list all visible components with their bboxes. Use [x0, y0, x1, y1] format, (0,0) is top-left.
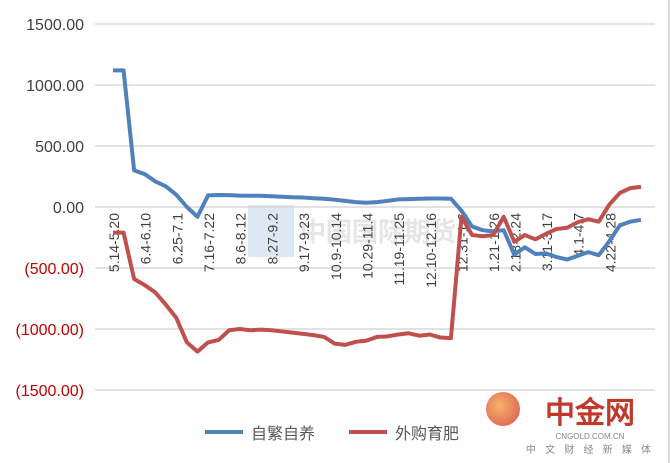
y-tick-label: (1000.00) — [16, 322, 85, 339]
y-tick-label: 1500.00 — [26, 17, 84, 34]
legend: 自繁自养 外购育肥 — [205, 420, 459, 444]
legend-swatch — [349, 430, 388, 434]
x-tick-label: 5.14-5.20 — [106, 213, 122, 272]
y-tick-label: (500.00) — [24, 261, 84, 278]
y-tick-label: 0.00 — [53, 200, 84, 217]
y-tick-label: 1000.00 — [26, 78, 84, 95]
watermark-box — [248, 205, 294, 257]
x-tick-label: 7.16-7.22 — [201, 213, 217, 272]
x-tick-label: 6.25-7.1 — [169, 213, 185, 265]
y-tick-label: (1500.00) — [16, 383, 85, 400]
x-tick-label: 11.19-11.25 — [391, 213, 407, 286]
y-tick-label: 500.00 — [35, 139, 84, 156]
x-tick-label: 8.27-9.2 — [264, 213, 280, 265]
legend-item-1: 外购育肥 — [349, 420, 459, 444]
x-tick-label: 12.10-12.16 — [423, 213, 439, 288]
cngold-logo: 中金网 CNGOLD.COM.CN 中 文 财 经 新 媒 体 — [485, 388, 654, 456]
logo-mark-icon — [485, 392, 520, 426]
x-tick-label: 8.6-8.12 — [233, 213, 249, 265]
x-tick-label: 3.11-3.17 — [539, 213, 555, 271]
logo-tagline: 中 文 财 经 新 媒 体 — [525, 445, 654, 456]
legend-label: 外购育肥 — [395, 424, 460, 443]
legend-item-0: 自繁自养 — [205, 420, 315, 444]
legend-swatch — [205, 430, 243, 434]
logo-name: 中金网 — [544, 396, 635, 431]
logo-url: CNGOLD.COM.CN — [555, 432, 625, 441]
series-line-0 — [113, 68, 642, 262]
legend-label: 自繁自养 — [251, 424, 316, 443]
x-tick-label: 10.29-11.4 — [359, 213, 375, 279]
x-tick-label: 9.17-9.23 — [296, 213, 312, 272]
x-tick-label: 6.4-6.10 — [138, 213, 154, 265]
x-tick-label: 10.9-10.14 — [328, 213, 344, 280]
watermark: 中国国际期货 — [300, 218, 457, 248]
